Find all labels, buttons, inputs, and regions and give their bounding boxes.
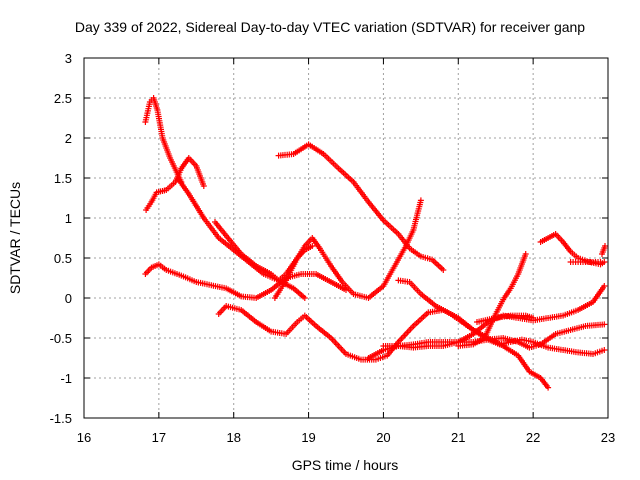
grid <box>84 58 608 418</box>
series-markers <box>567 259 604 265</box>
series-track-16 <box>599 243 608 257</box>
x-tick-label: 23 <box>601 430 615 445</box>
series-markers <box>275 141 447 273</box>
y-tick-label: 3 <box>65 51 72 66</box>
x-tick-label: 22 <box>526 430 540 445</box>
series-track-5 <box>212 197 424 301</box>
series-track-1 <box>142 95 185 185</box>
x-axis-label: GPS time / hours <box>292 457 399 473</box>
y-tick-label: -1.5 <box>50 411 72 426</box>
y-tick-label: 2.5 <box>54 91 72 106</box>
series-markers <box>599 243 608 257</box>
series-markers <box>271 243 316 301</box>
x-tick-label: 21 <box>451 430 465 445</box>
y-axis-label: SDTVAR / TECUs <box>7 182 23 294</box>
y-tick-label: -0.5 <box>50 331 72 346</box>
y-tick-label: 1 <box>65 211 72 226</box>
x-tick-label: 16 <box>77 430 91 445</box>
series-markers <box>142 95 185 185</box>
series-markers <box>455 251 529 349</box>
series-track-13 <box>474 312 537 325</box>
y-tick-label: 0 <box>65 291 72 306</box>
series-track-11 <box>380 283 608 351</box>
series-track-4 <box>142 261 349 301</box>
chart-title: Day 339 of 2022, Sidereal Day-to-day VTE… <box>75 19 585 35</box>
series-track-15 <box>567 259 604 265</box>
series-track-12 <box>455 251 529 349</box>
x-tick-label: 17 <box>152 430 166 445</box>
y-tick-label: 1.5 <box>54 171 72 186</box>
x-tick-labels: 16 17 18 19 20 21 22 23 <box>77 430 615 445</box>
y-tick-labels: -1.5 -1 -0.5 0 0.5 1 1.5 2 2.5 3 <box>50 51 72 426</box>
series-track-7 <box>275 141 447 273</box>
series-markers <box>142 261 349 301</box>
series-markers <box>380 283 608 351</box>
y-tick-label: 0.5 <box>54 251 72 266</box>
data-points <box>142 95 608 391</box>
y-tick-label: 2 <box>65 131 72 146</box>
x-tick-label: 20 <box>376 430 390 445</box>
series-markers <box>474 312 537 325</box>
series-markers <box>212 197 424 301</box>
series-track-6 <box>271 243 316 301</box>
x-tick-label: 18 <box>226 430 240 445</box>
y-tick-label: -1 <box>60 371 72 386</box>
tick-marks <box>83 57 609 419</box>
x-tick-label: 19 <box>301 430 315 445</box>
plot-frame <box>83 57 609 419</box>
